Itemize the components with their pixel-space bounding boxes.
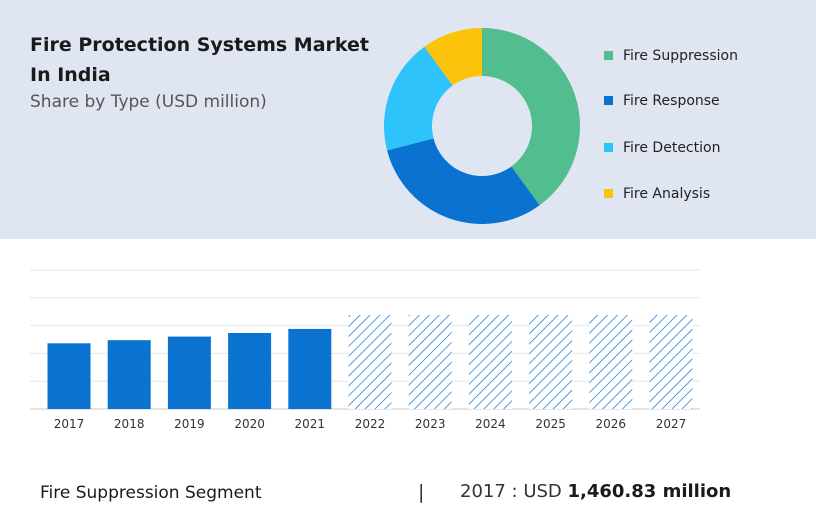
- segment-value-amount: 1,460.83 million: [567, 481, 732, 502]
- segment-value: 2017 : USD 1,460.83 million: [460, 481, 731, 502]
- bar-2020: [228, 332, 272, 409]
- segment-label: Fire Suppression Segment: [40, 483, 262, 503]
- donut-slice-fire-response: [387, 138, 540, 224]
- legend-item-fire-analysis: Fire Analysis: [604, 186, 710, 202]
- legend-label: Fire Detection: [623, 140, 721, 156]
- forecast-bar-2024: [468, 314, 512, 409]
- legend-item-fire-response: Fire Response: [604, 93, 720, 109]
- bar-2018: [107, 340, 151, 409]
- x-tick-label: 2022: [355, 417, 386, 431]
- bar-chart: 2017 2018 2019 2020 2021 2022 2023 2024 2025 2026…: [30, 269, 700, 431]
- donut-slice-fire-suppression: [482, 28, 580, 206]
- legend-item-fire-detection: Fire Detection: [604, 140, 720, 156]
- legend-swatch: [604, 142, 613, 152]
- x-tick-label: 2024: [475, 417, 506, 431]
- forecast-bar-2027: [649, 314, 693, 409]
- x-tick-label: 2020: [234, 417, 265, 431]
- bar-2019: [167, 336, 211, 409]
- forecast-bar-2025: [529, 314, 573, 409]
- bar-2021: [288, 328, 332, 409]
- legend-swatch: [604, 50, 613, 60]
- forecast-bar-2026: [589, 314, 633, 409]
- legend-label: Fire Response: [623, 93, 720, 109]
- x-tick-label: 2025: [535, 417, 566, 431]
- segment-value-prefix: 2017 : USD: [460, 481, 568, 502]
- chart-subtitle: Share by Type (USD million): [30, 92, 267, 112]
- x-tick-label: 2018: [114, 417, 145, 431]
- chart-title: Fire Protection Systems Market In India: [30, 34, 369, 86]
- legend-swatch: [604, 95, 613, 105]
- x-tick-label: 2017: [54, 417, 85, 431]
- x-tick-label: 2026: [596, 417, 627, 431]
- legend-label: Fire Suppression: [623, 48, 738, 64]
- legend-swatch: [604, 188, 613, 198]
- x-tick-label: 2023: [415, 417, 446, 431]
- bar-2017: [47, 343, 91, 409]
- footer-separator: |: [418, 481, 425, 503]
- forecast-bar-2023: [408, 314, 452, 409]
- x-tick-label: 2027: [656, 417, 687, 431]
- x-tick-label: 2021: [295, 417, 326, 431]
- legend-item-fire-suppression: Fire Suppression: [604, 48, 738, 64]
- forecast-bar-2022: [348, 314, 392, 409]
- x-tick-label: 2019: [174, 417, 205, 431]
- donut-slice-fire-analysis: [424, 28, 482, 86]
- legend-label: Fire Analysis: [623, 186, 711, 202]
- donut-slice-fire-detection: [384, 46, 453, 151]
- donut-chart: [384, 28, 580, 224]
